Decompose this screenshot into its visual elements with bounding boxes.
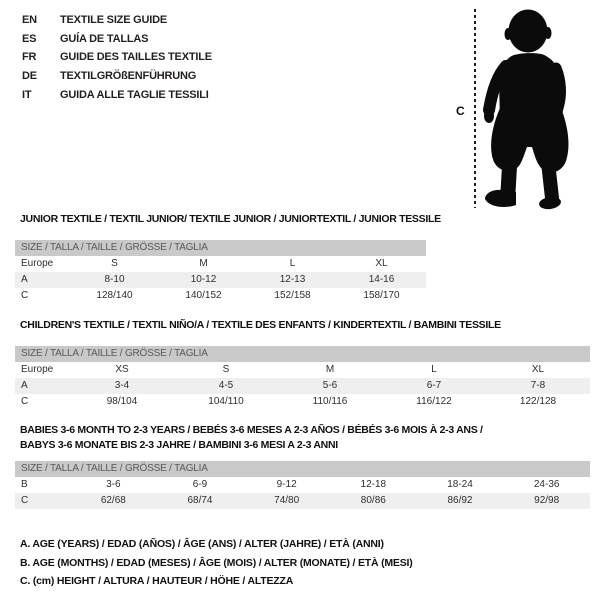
language-row: EN TEXTILE SIZE GUIDE bbox=[22, 11, 212, 30]
table-cell: 68/74 bbox=[187, 495, 213, 506]
table-row: B 3-6 6-9 9-12 12-18 18-24 24-36 bbox=[15, 477, 590, 493]
table-cell: 7-8 bbox=[530, 380, 546, 391]
table-cell: 104/110 bbox=[208, 396, 244, 407]
table-cell: 152/158 bbox=[274, 290, 311, 301]
table-cell: 18-24 bbox=[447, 479, 473, 490]
table-row: C 98/104 104/110 110/116 116/122 122/128 bbox=[15, 394, 590, 410]
section-title-babies: BABIES 3-6 MONTH TO 2-3 YEARS / BEBÉS 3-… bbox=[20, 423, 540, 452]
language-row: FR GUIDE DES TAILLES TEXTILE bbox=[22, 48, 212, 67]
language-label: TEXTILGRÖßENFÜHRUNG bbox=[60, 70, 197, 83]
table-cell: 110/116 bbox=[312, 396, 348, 407]
table-cell: 4-5 bbox=[218, 380, 234, 391]
table-cell: 3-6 bbox=[106, 479, 121, 490]
language-code: FR bbox=[22, 51, 37, 64]
table-cell: 92/98 bbox=[534, 495, 560, 506]
table-cell: 80/86 bbox=[360, 495, 386, 506]
table-body: Europe S M L XL A 8-10 10-12 12-13 14-16 C 128/140 1… bbox=[15, 256, 426, 304]
footnotes: A. AGE (YEARS) / EDAD (AÑOS) / ÂGE (ANS)… bbox=[20, 535, 413, 591]
table-cell: 158/170 bbox=[363, 290, 400, 301]
table-cell: 116/122 bbox=[416, 396, 452, 407]
table-size-header: SIZE / TALLA / TAILLE / GRÖSSE / TAGLIA bbox=[15, 240, 426, 256]
language-code: DE bbox=[22, 70, 37, 83]
baby-silhouette-icon bbox=[483, 9, 569, 210]
language-label: TEXTILE SIZE GUIDE bbox=[60, 14, 168, 27]
table-cell: L bbox=[431, 364, 437, 375]
table-cell: 6-9 bbox=[192, 479, 208, 490]
language-label: GUÍA DE TALLAS bbox=[60, 32, 149, 45]
table-cell: 8-10 bbox=[104, 274, 125, 285]
row-label: C bbox=[21, 290, 29, 301]
language-list: EN TEXTILE SIZE GUIDE ES GUÍA DE TALLAS … bbox=[22, 11, 212, 104]
table-cell: 62/68 bbox=[100, 495, 126, 506]
table-cell: 10-12 bbox=[190, 274, 217, 285]
row-label: C bbox=[21, 495, 29, 506]
footnote-line-c: C. (cm) HEIGHT / ALTURA / HAUTEUR / HÖHE… bbox=[20, 575, 294, 588]
table-size-header: SIZE / TALLA / TAILLE / GRÖSSE / TAGLIA bbox=[15, 346, 590, 362]
table-cell: 24-36 bbox=[533, 479, 560, 490]
table-cell: 14-16 bbox=[368, 274, 395, 285]
children-size-table: SIZE / TALLA / TAILLE / GRÖSSE / TAGLIA … bbox=[15, 346, 590, 410]
section-title-line: BABIES 3-6 MONTH TO 2-3 YEARS / BEBÉS 3-… bbox=[20, 424, 483, 436]
row-label: B bbox=[21, 479, 28, 490]
babies-size-table: SIZE / TALLA / TAILLE / GRÖSSE / TAGLIA … bbox=[15, 461, 590, 509]
height-dashed-line bbox=[474, 9, 476, 208]
language-code: ES bbox=[22, 32, 37, 45]
language-label: GUIDA ALLE TAGLIE TESSILI bbox=[60, 88, 209, 101]
table-cell: 74/80 bbox=[274, 495, 300, 506]
row-label: A bbox=[21, 274, 28, 285]
table-cell: L bbox=[289, 258, 296, 269]
language-row: DE TEXTILGRÖßENFÜHRUNG bbox=[22, 67, 212, 86]
table-cell: 128/140 bbox=[96, 290, 133, 301]
table-cell: 9-12 bbox=[276, 479, 297, 490]
table-cell: 98/104 bbox=[106, 396, 138, 407]
table-cell: XL bbox=[531, 364, 545, 375]
table-body: B 3-6 6-9 9-12 12-18 18-24 24-36 C 62/68 68/74 74/… bbox=[15, 477, 590, 509]
table-cell: XL bbox=[375, 258, 388, 269]
footnote-line-b: B. AGE (MONTHS) / EDAD (MESES) / ÂGE (MO… bbox=[20, 556, 413, 569]
section-title-children: CHILDREN'S TEXTILE / TEXTIL NIÑO/A / TEX… bbox=[20, 319, 501, 331]
table-cell: M bbox=[199, 258, 208, 269]
language-row: ES GUÍA DE TALLAS bbox=[22, 30, 212, 49]
language-row: IT GUIDA ALLE TAGLIE TESSILI bbox=[22, 85, 212, 104]
section-title-junior: JUNIOR TEXTILE / TEXTIL JUNIOR/ TEXTILE … bbox=[20, 213, 441, 225]
table-cell: 122/128 bbox=[519, 396, 557, 407]
table-cell: 5-6 bbox=[322, 380, 338, 391]
language-code: IT bbox=[22, 88, 32, 101]
table-row: Europe S M L XL bbox=[15, 256, 426, 272]
junior-size-table: SIZE / TALLA / TAILLE / GRÖSSE / TAGLIA … bbox=[15, 240, 426, 304]
section-title-line: BABYS 3-6 MONATE BIS 2-3 JAHRE / BAMBINI… bbox=[20, 438, 338, 451]
language-code: EN bbox=[22, 14, 37, 27]
table-cell: S bbox=[111, 258, 118, 269]
row-label: Europe bbox=[21, 364, 54, 375]
table-size-header: SIZE / TALLA / TAILLE / GRÖSSE / TAGLIA bbox=[15, 461, 590, 477]
row-label: C bbox=[21, 396, 29, 407]
row-label: A bbox=[21, 380, 28, 391]
height-label-c: C bbox=[456, 104, 465, 118]
table-row: A 3-4 4-5 5-6 6-7 7-8 bbox=[15, 378, 590, 394]
table-body: Europe XS S M L XL A 3-4 4-5 5-6 6-7 7-8 C 98/104 104/… bbox=[15, 362, 590, 410]
table-row: C 62/68 68/74 74/80 80/86 86/92 92/98 bbox=[15, 493, 590, 509]
table-cell: 12-18 bbox=[360, 479, 387, 490]
table-cell: XS bbox=[115, 364, 129, 375]
table-cell: 140/152 bbox=[185, 290, 222, 301]
table-cell: M bbox=[325, 364, 335, 375]
table-row: A 8-10 10-12 12-13 14-16 bbox=[15, 272, 426, 288]
table-cell: S bbox=[222, 364, 230, 375]
table-cell: 6-7 bbox=[426, 380, 442, 391]
footnote-line-a: A. AGE (YEARS) / EDAD (AÑOS) / ÂGE (ANS)… bbox=[20, 538, 384, 550]
table-cell: 86/92 bbox=[447, 495, 473, 506]
row-label: Europe bbox=[21, 258, 54, 269]
table-row: C 128/140 140/152 152/158 158/170 bbox=[15, 288, 426, 304]
language-label: GUIDE DES TAILLES TEXTILE bbox=[60, 51, 212, 64]
table-row: Europe XS S M L XL bbox=[15, 362, 590, 378]
table-cell: 3-4 bbox=[114, 380, 130, 391]
table-cell: 12-13 bbox=[279, 274, 306, 285]
